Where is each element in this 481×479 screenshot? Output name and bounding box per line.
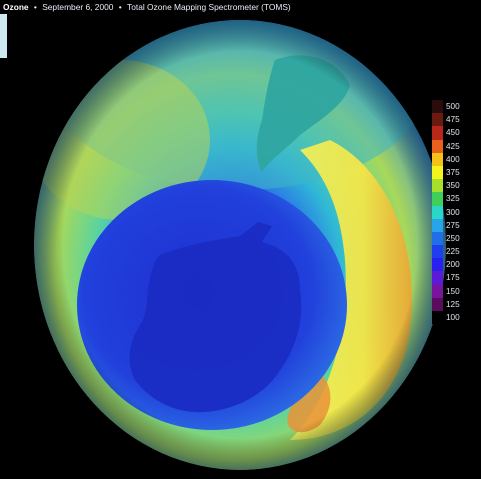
title-separator-1: • <box>33 2 37 12</box>
legend-value: 200 <box>446 260 460 270</box>
ozone-color-legend: 500 475 450 425 400 375 350 325 300 275 250 225 200 1… <box>432 100 472 325</box>
legend-row: 125 <box>432 297 472 311</box>
legend-value: 300 <box>446 207 460 217</box>
legend-swatch <box>432 258 443 272</box>
legend-swatch <box>432 179 443 193</box>
legend-row: 100 <box>432 311 472 325</box>
legend-swatch <box>432 245 443 259</box>
legend-value: 150 <box>446 286 460 296</box>
legend-value: 425 <box>446 141 460 151</box>
legend-row: 250 <box>432 231 472 246</box>
legend-swatch <box>432 192 443 206</box>
legend-row: 275 <box>432 218 472 232</box>
legend-swatch <box>432 311 443 325</box>
legend-value: 400 <box>446 154 460 164</box>
legend-row: 500 <box>432 100 472 114</box>
legend-value: 125 <box>446 299 460 309</box>
legend-swatch <box>432 284 443 298</box>
legend-row: 200 <box>432 258 472 272</box>
legend-swatch <box>432 271 443 285</box>
legend-swatch <box>432 113 443 127</box>
legend-row: 325 <box>432 192 472 206</box>
legend-value: 225 <box>446 247 460 257</box>
legend-row: 300 <box>432 205 472 219</box>
left-edge-strip <box>0 0 7 479</box>
legend-value: 250 <box>446 233 460 243</box>
legend-swatch <box>432 126 443 140</box>
legend-value: 350 <box>446 181 460 191</box>
legend-row: 450 <box>432 126 472 140</box>
title-date: September 6, 2000 <box>42 2 114 12</box>
legend-row: 375 <box>432 165 472 180</box>
legend-value: 500 <box>446 102 460 111</box>
legend-row: 475 <box>432 113 472 127</box>
legend-swatch <box>432 218 443 232</box>
legend-swatch <box>432 165 443 180</box>
title-label: Ozone <box>3 2 29 12</box>
legend-swatch <box>432 205 443 219</box>
legend-row: 225 <box>432 245 472 259</box>
legend-value: 450 <box>446 128 460 138</box>
legend-swatch <box>432 152 443 166</box>
title-instrument: Total Ozone Mapping Spectrometer (TOMS) <box>127 2 291 12</box>
legend-row: 400 <box>432 152 472 166</box>
legend-value: 325 <box>446 194 460 204</box>
legend-value: 275 <box>446 220 460 230</box>
legend-row: 350 <box>432 179 472 193</box>
legend-swatch <box>432 139 443 153</box>
legend-value: 100 <box>446 313 460 322</box>
page-title: Ozone • September 6, 2000 • Total Ozone … <box>3 0 291 14</box>
legend-value: 175 <box>446 273 460 283</box>
legend-value: 475 <box>446 115 460 125</box>
legend-row: 175 <box>432 271 472 285</box>
left-edge-highlight <box>0 14 7 58</box>
legend-row: 150 <box>432 284 472 298</box>
legend-value: 375 <box>446 167 460 177</box>
legend-swatch <box>432 231 443 246</box>
legend-row: 425 <box>432 139 472 153</box>
legend-swatch <box>432 297 443 311</box>
title-separator-2: • <box>118 2 122 12</box>
legend-swatch <box>432 100 443 114</box>
